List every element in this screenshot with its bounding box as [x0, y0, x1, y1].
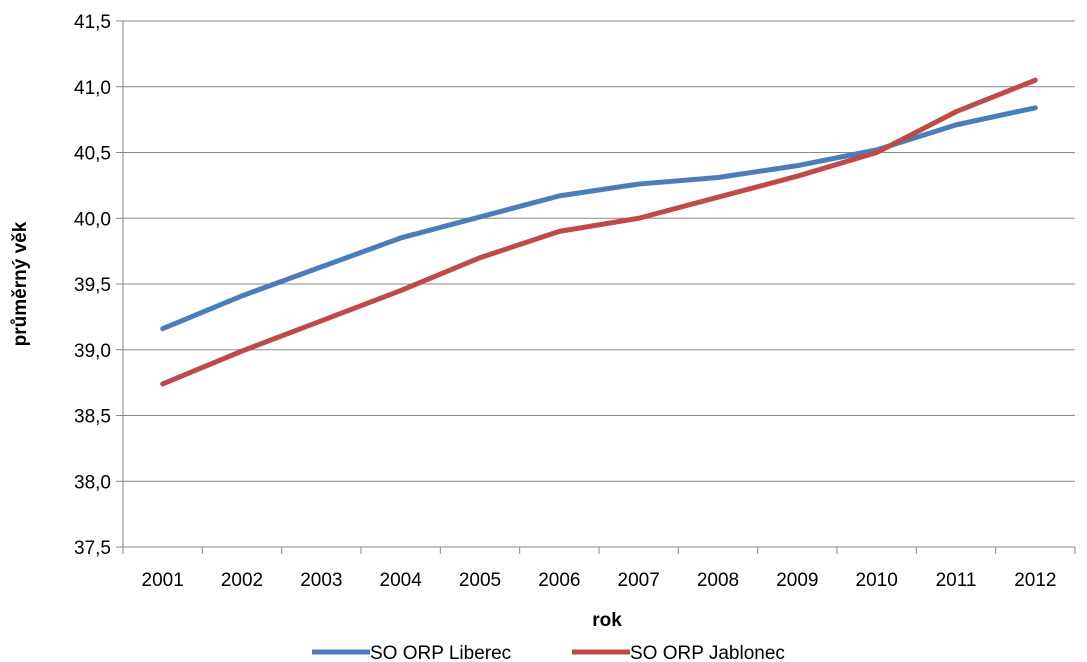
- y-tick-label: 39,5: [74, 275, 111, 296]
- x-tick-label: 2002: [221, 570, 263, 591]
- y-tick-label: 38,0: [74, 472, 111, 493]
- y-tick-label: 40,5: [74, 144, 111, 165]
- x-tick-label: 2011: [936, 570, 977, 591]
- y-tick-label: 39,0: [74, 341, 111, 362]
- x-tick-label: 2001: [142, 570, 184, 591]
- y-tick-label: 41,5: [74, 12, 111, 33]
- y-tick-label: 40,0: [74, 209, 111, 230]
- tick-labels: 37,5 38,0 38,5 39,0 39,5 40,0 40,5 41,0 41,5 2001…: [74, 12, 1056, 591]
- legend-label-liberec: SO ORP Liberec: [370, 643, 511, 662]
- y-axis-title: průměrný věk: [10, 221, 31, 346]
- x-tick-label: 2006: [538, 570, 580, 591]
- legend-label-jablonec: SO ORP Jablonec: [630, 643, 785, 662]
- y-tick-label: 38,5: [74, 407, 111, 428]
- legend: SO ORP Liberec SO ORP Jablonec: [312, 643, 785, 662]
- axes: [116, 20, 1076, 554]
- x-tick-label: 2007: [618, 570, 660, 591]
- x-tick-label: 2003: [300, 570, 342, 591]
- x-tick-label: 2009: [776, 570, 818, 591]
- y-tick-label: 41,0: [74, 78, 111, 99]
- series-line-jablonec: [160, 77, 1038, 387]
- gridlines: [123, 20, 1075, 482]
- x-tick-label: 2010: [856, 570, 898, 591]
- series-lines: [160, 77, 1038, 387]
- x-tick-label: 2005: [459, 570, 501, 591]
- y-tick-label: 37,5: [74, 538, 111, 559]
- x-tick-label: 2008: [697, 570, 739, 591]
- x-tick-label: 2004: [380, 570, 423, 591]
- x-tick-label: 2012: [1014, 570, 1056, 591]
- x-axis-title: rok: [592, 610, 622, 631]
